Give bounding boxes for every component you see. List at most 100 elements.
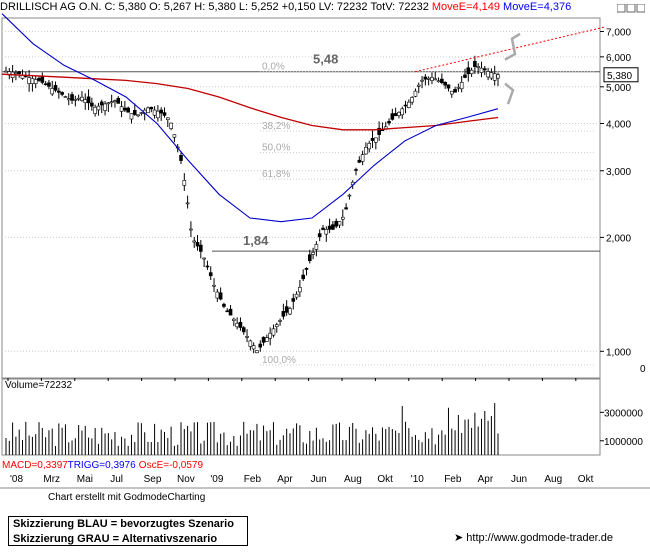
candle-body [298, 287, 302, 293]
candle-body [288, 308, 292, 315]
x-tick-label: '08 [10, 474, 23, 485]
source-url[interactable]: ➤ http://www.godmode-trader.de [454, 531, 613, 544]
candle-body [459, 82, 464, 90]
macd-label: MACD=0,3397 [2, 460, 68, 471]
candle-body [354, 169, 358, 171]
x-tick-label: Aug [344, 474, 362, 485]
candle-body [103, 103, 107, 111]
move-red-value: MoveE=4,149 [431, 1, 501, 13]
candle-body [218, 292, 223, 300]
candle-body [165, 117, 170, 120]
candle-body [360, 154, 365, 162]
candle-body [364, 147, 368, 155]
candle-body [469, 69, 474, 75]
scenario-legend: Skizzierung BLAU = bevorzugtes Szenario … [8, 516, 248, 546]
candle-body [489, 72, 494, 79]
candle-body [486, 71, 490, 78]
candle-body [341, 216, 345, 220]
candle-body [126, 107, 130, 113]
candle-body [268, 332, 272, 339]
totv-value: TotV: 72232 [370, 1, 429, 13]
candle-body [420, 79, 424, 82]
candle-body [66, 98, 71, 101]
low-value: L: 5,252 [238, 1, 279, 13]
candle-body [321, 227, 325, 230]
candle-body [416, 84, 421, 87]
candle-body [331, 224, 335, 230]
candle-body [261, 336, 266, 343]
close-value: C: 5,380 [104, 1, 147, 13]
candle-body [208, 272, 213, 277]
y-zero-label: 0 [640, 364, 646, 375]
chart-header: DRILLISCH AG O.N. C: 5,380 O: 5,267 H: 5,38… [0, 0, 650, 16]
candle-body [73, 98, 78, 101]
window-controls-icon[interactable] [617, 4, 645, 14]
candle-body [228, 308, 233, 316]
candle-body [440, 78, 444, 83]
x-tick-label: Okt [377, 474, 393, 485]
candle-body [479, 67, 484, 73]
x-tick-label: Mai [77, 474, 93, 485]
candle-body [225, 310, 230, 313]
candle-body [390, 113, 395, 120]
fib-label: 0,0% [262, 62, 285, 73]
candle-body [317, 233, 322, 238]
move-blue-value: MoveE=4,376 [503, 1, 572, 13]
candle-body [377, 127, 381, 135]
candle-body [123, 107, 127, 111]
x-tick-label: Okt [578, 474, 594, 485]
candle-body [271, 328, 276, 336]
macd-label: TRIGG=0,3976 [68, 460, 137, 471]
candle-body [76, 97, 81, 100]
y-tick-label: 4,000 [606, 119, 631, 130]
url-arrow-icon: ➤ [454, 532, 467, 544]
x-tick-label: Nov [177, 474, 195, 485]
candle-body [99, 101, 104, 106]
candle-body [334, 220, 339, 227]
volume-panel-frame [1, 378, 601, 456]
url-text: http://www.godmode-trader.de [466, 532, 614, 544]
candle-body [80, 96, 84, 101]
last-price-label: 5,380 [607, 71, 632, 82]
candle-body [4, 70, 8, 73]
scenario-up-arrow [504, 32, 521, 61]
candle-body [436, 80, 441, 83]
candle-body [156, 110, 160, 119]
candle-body [446, 84, 451, 89]
candle-body [40, 75, 45, 83]
candle-body [370, 138, 375, 141]
candle-body [403, 104, 408, 107]
candle-body [33, 79, 38, 84]
open-value: O: 5,267 [149, 1, 192, 13]
fib-label: 50,0% [262, 143, 290, 154]
candle-body [265, 337, 269, 342]
candle-body [43, 83, 48, 86]
candle-body [410, 97, 414, 103]
candle-body [14, 72, 18, 74]
candle-body [238, 321, 243, 328]
y-tick-label: 5,000 [606, 83, 631, 94]
x-tick-label: Sep [144, 474, 162, 485]
candle-body [337, 221, 342, 226]
stock-name: DRILLISCH AG O.N. [0, 1, 102, 13]
y-tick-label: 2,000 [606, 233, 631, 244]
candle-body [116, 97, 121, 104]
candle-body [83, 99, 88, 103]
candle-body [314, 244, 319, 250]
candle-body [212, 284, 216, 287]
x-tick-label: Mrz [43, 474, 60, 485]
candle-body [169, 122, 173, 129]
candle-body [202, 257, 206, 260]
y-tick-label: 1,000 [606, 347, 631, 358]
candle-body [27, 77, 31, 84]
candle-body [90, 102, 94, 107]
price-panel-frame [1, 17, 601, 379]
candle-body [473, 61, 477, 67]
fib-label: 38,2% [262, 121, 290, 132]
y-tick-label: 6,000 [606, 53, 631, 64]
candle-body [53, 85, 58, 91]
candle-body [109, 101, 114, 104]
candle-body [294, 293, 299, 298]
candle-body [248, 340, 253, 347]
